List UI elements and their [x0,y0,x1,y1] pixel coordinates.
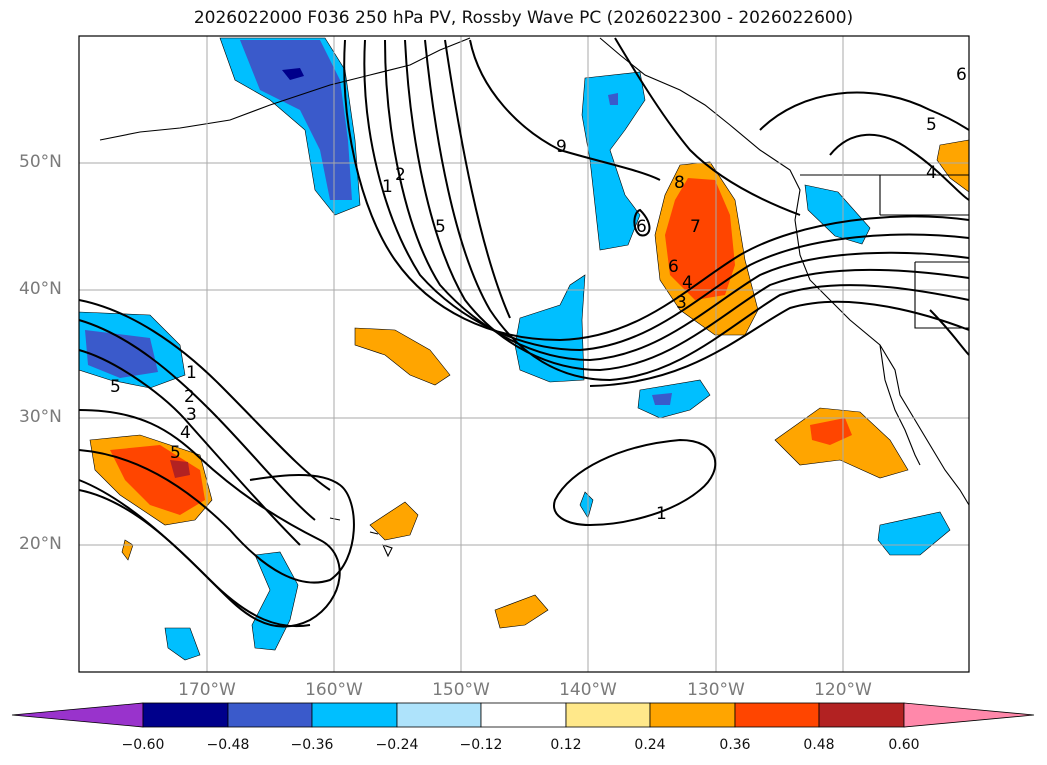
contour-label: 6 [668,257,679,277]
lon-label-120w: 120°W [814,680,872,700]
contour-label: 2 [184,387,195,407]
colorbar-tick: 0.36 [719,737,751,753]
lon-label-150w: 150°W [432,680,490,700]
lon-label-130w: 130°W [687,680,745,700]
lon-label-140w: 140°W [559,680,617,700]
colorbar-tick: 0.24 [634,737,666,753]
colorbar-tick: 0.60 [888,737,920,753]
contour-labels: 9 1 2 5 6 7 8 6 4 3 5 1 2 3 4 5 1 6 5 4 [110,65,967,524]
contour-label: 6 [636,217,647,237]
colorbar-tick: 0.48 [803,737,835,753]
contour-label: 4 [682,273,693,293]
lon-label-170w: 170°W [178,680,236,700]
colorbar [11,702,1035,728]
contour-label: 1 [186,363,197,383]
map-title: 2026022000 F036 250 hPa PV, Rossby Wave … [193,8,854,28]
contour-label: 5 [926,115,937,135]
colorbar-tick: −0.60 [121,737,165,753]
contour-label: 6 [956,65,967,85]
contour-label: 3 [186,405,197,425]
contour-label: 5 [170,443,181,463]
colorbar-tick: 0.12 [550,737,582,753]
lon-label-160w: 160°W [305,680,363,700]
colorbar-tick: −0.24 [375,737,419,753]
contour-label: 8 [674,173,685,193]
colorbar-tick: −0.48 [206,737,250,753]
contour-label: 1 [382,177,393,197]
lat-label-50n: 50°N [19,152,62,172]
lat-label-30n: 30°N [19,407,62,427]
lat-label-40n: 40°N [19,279,62,299]
contour-label: 4 [180,423,191,443]
rossby-wave-contours [78,37,970,628]
contour-label: 9 [556,137,567,157]
colorbar-tick: −0.12 [459,737,503,753]
contour-label: 1 [656,504,667,524]
contour-label: 4 [926,163,937,183]
contour-label: 2 [395,165,406,185]
contour-label: 3 [676,293,687,313]
contour-label: 7 [690,217,701,237]
lat-label-20n: 20°N [19,534,62,554]
colorbar-tick: −0.36 [290,737,334,753]
contour-label: 5 [435,217,446,237]
map-panel: 9 1 2 5 6 7 8 6 4 3 5 1 2 3 4 5 1 6 5 4 [78,35,970,673]
contour-label: 5 [110,377,121,397]
coastlines [99,37,970,558]
